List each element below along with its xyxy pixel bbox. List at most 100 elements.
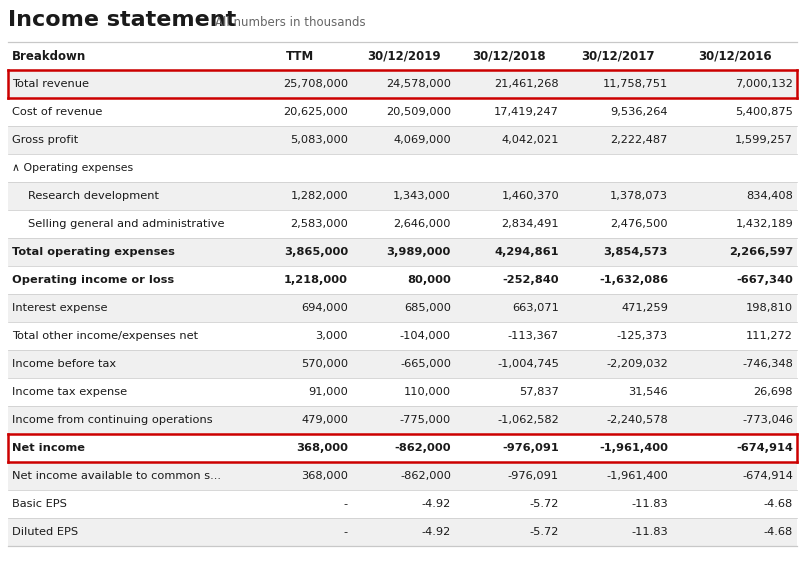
Bar: [8, 322, 797, 350]
Text: -4.68: -4.68: [764, 499, 793, 509]
Bar: [8, 210, 797, 238]
Text: 26,698: 26,698: [753, 387, 793, 397]
Bar: [8, 406, 797, 434]
Text: -667,340: -667,340: [736, 275, 793, 285]
Text: 30/12/2016: 30/12/2016: [698, 50, 771, 62]
Text: -976,091: -976,091: [508, 471, 559, 481]
Bar: [8, 378, 797, 406]
Text: Basic EPS: Basic EPS: [12, 499, 67, 509]
Text: 1,378,073: 1,378,073: [610, 191, 668, 201]
Text: 1,599,257: 1,599,257: [735, 135, 793, 145]
Text: 3,854,573: 3,854,573: [604, 247, 668, 257]
Text: 3,865,000: 3,865,000: [283, 247, 348, 257]
Text: -2,240,578: -2,240,578: [606, 415, 668, 425]
Text: 25,708,000: 25,708,000: [283, 79, 348, 89]
Text: 2,266,597: 2,266,597: [729, 247, 793, 257]
Text: 2,834,491: 2,834,491: [502, 219, 559, 229]
Text: Net income available to common s...: Net income available to common s...: [12, 471, 221, 481]
Text: 80,000: 80,000: [407, 275, 451, 285]
Text: -976,091: -976,091: [502, 443, 559, 453]
Text: 17,419,247: 17,419,247: [494, 107, 559, 117]
Text: 368,000: 368,000: [301, 471, 348, 481]
Text: 31,546: 31,546: [629, 387, 668, 397]
Text: -11.83: -11.83: [631, 499, 668, 509]
Text: 30/12/2018: 30/12/2018: [473, 50, 546, 62]
Text: -746,348: -746,348: [742, 359, 793, 369]
Text: 5,400,875: 5,400,875: [735, 107, 793, 117]
Text: Income tax expense: Income tax expense: [12, 387, 127, 397]
Text: -: -: [344, 527, 348, 537]
Text: Selling general and administrative: Selling general and administrative: [28, 219, 225, 229]
Text: All numbers in thousands: All numbers in thousands: [215, 16, 365, 29]
Text: Gross profit: Gross profit: [12, 135, 78, 145]
Text: Diluted EPS: Diluted EPS: [12, 527, 78, 537]
Text: -: -: [344, 499, 348, 509]
Bar: [8, 154, 797, 182]
Text: 2,476,500: 2,476,500: [610, 219, 668, 229]
Bar: [8, 182, 797, 210]
Text: 685,000: 685,000: [404, 303, 451, 313]
Bar: [8, 294, 797, 322]
Text: 111,272: 111,272: [746, 331, 793, 341]
Text: -252,840: -252,840: [502, 275, 559, 285]
Text: 30/12/2017: 30/12/2017: [580, 50, 654, 62]
Text: -1,062,582: -1,062,582: [497, 415, 559, 425]
Text: 9,536,264: 9,536,264: [610, 107, 668, 117]
Text: 1,460,370: 1,460,370: [502, 191, 559, 201]
Text: 1,218,000: 1,218,000: [284, 275, 348, 285]
Text: 5,083,000: 5,083,000: [290, 135, 348, 145]
Text: ∧ Operating expenses: ∧ Operating expenses: [12, 163, 133, 173]
Text: 4,294,861: 4,294,861: [494, 247, 559, 257]
Text: 91,000: 91,000: [308, 387, 348, 397]
Bar: [8, 350, 797, 378]
Text: 663,071: 663,071: [512, 303, 559, 313]
Bar: [8, 518, 797, 546]
Text: 2,646,000: 2,646,000: [394, 219, 451, 229]
Text: -4.92: -4.92: [422, 527, 451, 537]
Text: -5.72: -5.72: [530, 499, 559, 509]
Text: Interest expense: Interest expense: [12, 303, 108, 313]
Text: 1,432,189: 1,432,189: [735, 219, 793, 229]
Text: 834,408: 834,408: [746, 191, 793, 201]
Text: Total other income/expenses net: Total other income/expenses net: [12, 331, 198, 341]
Text: Income before tax: Income before tax: [12, 359, 116, 369]
Text: 57,837: 57,837: [519, 387, 559, 397]
Text: -113,367: -113,367: [508, 331, 559, 341]
Bar: [8, 70, 797, 98]
Text: -674,914: -674,914: [742, 471, 793, 481]
Text: -125,373: -125,373: [617, 331, 668, 341]
Text: -862,000: -862,000: [394, 443, 451, 453]
Bar: [8, 42, 797, 70]
Text: 2,222,487: 2,222,487: [611, 135, 668, 145]
Text: 110,000: 110,000: [404, 387, 451, 397]
Bar: [8, 462, 797, 490]
Text: 198,810: 198,810: [746, 303, 793, 313]
Text: 21,461,268: 21,461,268: [494, 79, 559, 89]
Text: -862,000: -862,000: [400, 471, 451, 481]
Text: -5.72: -5.72: [530, 527, 559, 537]
Text: Income statement: Income statement: [8, 10, 236, 30]
Text: 1,282,000: 1,282,000: [291, 191, 348, 201]
Bar: [8, 238, 797, 266]
Text: -1,961,400: -1,961,400: [606, 471, 668, 481]
Text: -775,000: -775,000: [400, 415, 451, 425]
Text: -4.92: -4.92: [422, 499, 451, 509]
Text: -1,004,745: -1,004,745: [497, 359, 559, 369]
Text: 3,989,000: 3,989,000: [386, 247, 451, 257]
Text: 1,343,000: 1,343,000: [393, 191, 451, 201]
Text: 2,583,000: 2,583,000: [290, 219, 348, 229]
Text: -773,046: -773,046: [742, 415, 793, 425]
Bar: [8, 98, 797, 126]
Text: Net income: Net income: [12, 443, 85, 453]
Text: 479,000: 479,000: [301, 415, 348, 425]
Text: -2,209,032: -2,209,032: [606, 359, 668, 369]
Text: Cost of revenue: Cost of revenue: [12, 107, 102, 117]
Text: 368,000: 368,000: [296, 443, 348, 453]
Text: 7,000,132: 7,000,132: [735, 79, 793, 89]
Text: 4,042,021: 4,042,021: [502, 135, 559, 145]
Text: 20,625,000: 20,625,000: [283, 107, 348, 117]
Text: -665,000: -665,000: [400, 359, 451, 369]
Text: Income from continuing operations: Income from continuing operations: [12, 415, 213, 425]
Bar: [8, 126, 797, 154]
Text: 694,000: 694,000: [301, 303, 348, 313]
